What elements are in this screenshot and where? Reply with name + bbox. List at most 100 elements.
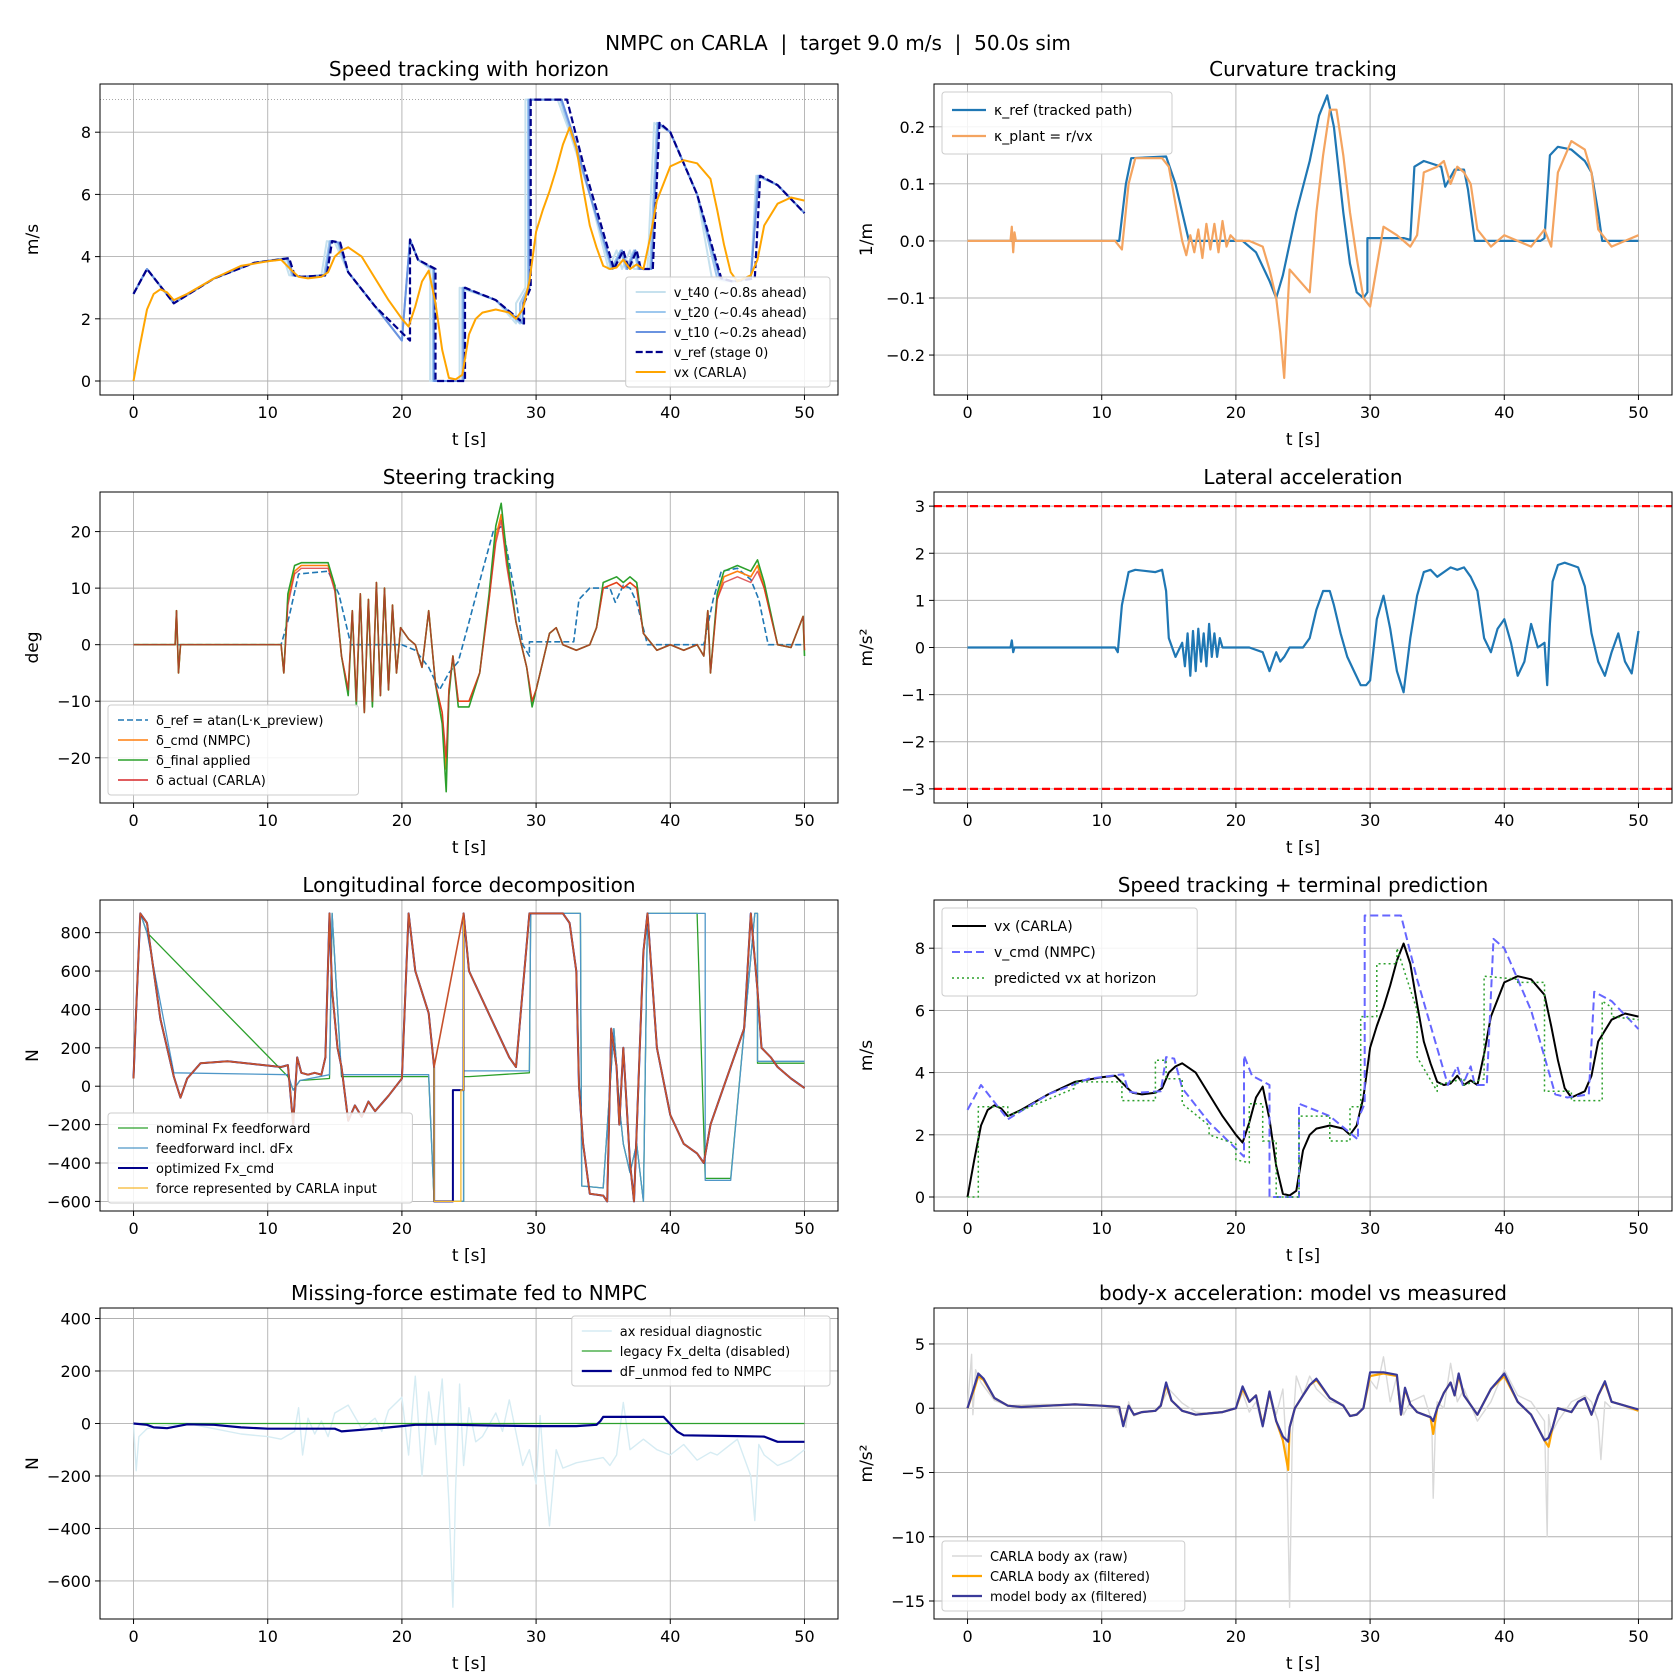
y-tick-label: −0.2 bbox=[886, 346, 925, 365]
legend-label: δ_ref = atan(L·κ_preview) bbox=[156, 714, 323, 729]
y-tick-label: 0.1 bbox=[900, 175, 925, 194]
y-tick-label: 0 bbox=[81, 1077, 91, 1096]
series-line-1 bbox=[966, 914, 1640, 1198]
legend-label: δ actual (CARLA) bbox=[156, 774, 266, 789]
x-tick-label: 20 bbox=[392, 811, 412, 830]
y-tick-label: 8 bbox=[915, 939, 925, 958]
x-tick-label: 0 bbox=[962, 1219, 972, 1238]
legend-label: predicted vx at horizon bbox=[994, 971, 1156, 987]
legend-label: CARLA body ax (raw) bbox=[990, 1550, 1128, 1565]
y-axis-label: m/s bbox=[23, 224, 43, 255]
x-tick-label: 0 bbox=[962, 403, 972, 422]
x-tick-label: 20 bbox=[392, 1219, 412, 1238]
chart-title: body-x acceleration: model vs measured bbox=[1099, 1281, 1507, 1305]
x-tick-label: 30 bbox=[1360, 1219, 1380, 1238]
axes-frame bbox=[99, 83, 839, 396]
x-tick-label: 10 bbox=[258, 1219, 278, 1238]
x-tick-label: 50 bbox=[1628, 1627, 1648, 1646]
axes-frame bbox=[99, 1307, 839, 1620]
legend-label: δ_final applied bbox=[156, 754, 251, 769]
series-line-1 bbox=[132, 912, 805, 1203]
y-tick-label: −200 bbox=[47, 1467, 91, 1486]
x-tick-label: 40 bbox=[1494, 1219, 1514, 1238]
y-tick-label: −10 bbox=[891, 1528, 925, 1547]
y-tick-label: 0 bbox=[915, 639, 925, 658]
x-tick-label: 0 bbox=[128, 403, 138, 422]
legend-label: optimized Fx_cmd bbox=[156, 1162, 274, 1177]
x-tick-label: 50 bbox=[794, 1219, 814, 1238]
x-axis-label: t [s] bbox=[452, 1654, 486, 1674]
chart-speed-terminal: 0 10 20 30 40 50 0 2 4 6 8 Speed tracking + termina… bbox=[857, 873, 1673, 1266]
x-tick-label: 30 bbox=[526, 403, 546, 422]
x-tick-label: 10 bbox=[258, 811, 278, 830]
x-tick-label: 10 bbox=[1092, 1219, 1112, 1238]
y-tick-label: −600 bbox=[47, 1572, 91, 1591]
x-tick-label: 50 bbox=[794, 1627, 814, 1646]
y-tick-label: 2 bbox=[915, 544, 925, 563]
y-tick-label: 0.0 bbox=[900, 232, 925, 251]
y-tick-label: 8 bbox=[81, 123, 91, 142]
chart-curvature: 0 10 20 30 40 50 −0.2 −0.1 0.0 0.1 0.2 Curvature tr… bbox=[857, 57, 1673, 450]
y-tick-label: −5 bbox=[901, 1463, 925, 1482]
chart-title: Speed tracking with horizon bbox=[329, 57, 609, 81]
y-tick-label: 200 bbox=[60, 1039, 91, 1058]
legend: v_t40 (~0.8s ahead) v_t20 (~0.4s ahead) v_… bbox=[625, 276, 831, 388]
legend-box bbox=[625, 276, 831, 388]
chart-title: Speed tracking + terminal prediction bbox=[1118, 873, 1489, 897]
y-tick-label: 600 bbox=[60, 962, 91, 981]
chart-speed-horizon: 0 10 20 30 40 50 0 2 4 6 8 Speed tracking with hori… bbox=[23, 57, 839, 450]
y-tick-label: 10 bbox=[71, 579, 91, 598]
y-axis-label: m/s² bbox=[857, 629, 877, 667]
x-axis-label: t [s] bbox=[1286, 430, 1320, 450]
x-tick-label: 30 bbox=[1360, 403, 1380, 422]
x-tick-label: 50 bbox=[1628, 1219, 1648, 1238]
axes-frame bbox=[933, 491, 1673, 804]
legend-label: v_t10 (~0.2s ahead) bbox=[674, 326, 807, 341]
legend: κ_ref (tracked path) κ_plant = r/vx bbox=[941, 91, 1173, 155]
y-tick-label: 6 bbox=[915, 1001, 925, 1020]
x-tick-label: 50 bbox=[794, 811, 814, 830]
x-tick-label: 30 bbox=[526, 1627, 546, 1646]
axes-frame bbox=[933, 899, 1673, 1212]
legend-label: v_ref (stage 0) bbox=[674, 346, 769, 361]
y-axis-label: N bbox=[23, 1049, 43, 1062]
y-tick-label: −400 bbox=[47, 1519, 91, 1538]
legend-box bbox=[107, 704, 359, 796]
x-axis-label: t [s] bbox=[1286, 1246, 1320, 1266]
x-tick-label: 40 bbox=[660, 1627, 680, 1646]
chart-title: Curvature tracking bbox=[1209, 57, 1397, 81]
chart-title: Missing-force estimate fed to NMPC bbox=[291, 1281, 647, 1305]
x-tick-label: 10 bbox=[1092, 811, 1112, 830]
chart-body-ax: 0 10 20 30 40 50 −15 −10 −5 0 5 body-x acceleration… bbox=[857, 1281, 1673, 1674]
y-tick-label: 200 bbox=[60, 1362, 91, 1381]
x-tick-label: 0 bbox=[128, 1219, 138, 1238]
x-tick-label: 20 bbox=[1226, 1627, 1246, 1646]
x-tick-label: 10 bbox=[1092, 403, 1112, 422]
legend-box bbox=[571, 1315, 831, 1387]
legend-label: κ_ref (tracked path) bbox=[994, 103, 1133, 119]
y-axis-label: deg bbox=[23, 631, 43, 663]
legend-label: v_t20 (~0.4s ahead) bbox=[674, 306, 807, 321]
y-tick-label: −3 bbox=[901, 780, 925, 799]
chart-title: Steering tracking bbox=[383, 465, 555, 489]
y-tick-label: 0 bbox=[915, 1188, 925, 1207]
chart-lateral-accel: 0 10 20 30 40 50 −3 −2 −1 0 1 2 3 Lateral acceleratio… bbox=[857, 465, 1673, 858]
x-tick-label: 40 bbox=[660, 811, 680, 830]
legend-label: nominal Fx feedforward bbox=[156, 1122, 310, 1137]
series-line-1 bbox=[967, 108, 1639, 379]
y-axis-label: 1/m bbox=[857, 223, 877, 256]
series-line-2 bbox=[966, 1371, 1639, 1443]
x-axis-label: t [s] bbox=[452, 838, 486, 858]
x-tick-label: 20 bbox=[1226, 403, 1246, 422]
x-tick-label: 30 bbox=[1360, 1627, 1380, 1646]
legend: nominal Fx feedforward feedforward incl. … bbox=[107, 1112, 413, 1204]
x-tick-label: 30 bbox=[1360, 811, 1380, 830]
x-tick-label: 0 bbox=[128, 1627, 138, 1646]
y-tick-label: 400 bbox=[60, 1000, 91, 1019]
y-tick-label: 0 bbox=[915, 1399, 925, 1418]
chart-title: Lateral acceleration bbox=[1203, 465, 1402, 489]
x-axis-label: t [s] bbox=[1286, 1654, 1320, 1674]
y-tick-label: −1 bbox=[901, 686, 925, 705]
